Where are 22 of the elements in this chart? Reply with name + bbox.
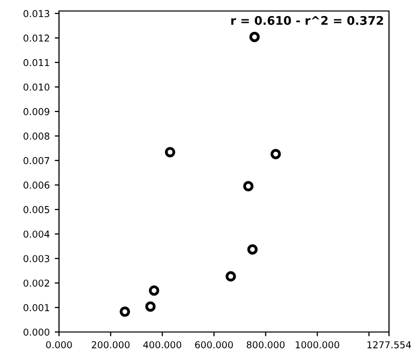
y-tick-label: 0.011	[24, 59, 50, 66]
y-tick-label: 0.007	[24, 157, 50, 164]
x-tick-label: 0.000	[46, 341, 72, 348]
y-tick-label: 0.001	[24, 304, 50, 312]
y-tick-label: 0.003	[24, 255, 50, 262]
y-tick-label: 0.004	[24, 230, 50, 238]
x-tick-label: 1277.554	[368, 341, 411, 348]
y-tick-label: 0.002	[24, 280, 50, 287]
y-tick-label: 0.008	[24, 132, 50, 140]
y-tick-label: 0.013	[24, 10, 50, 18]
x-tick-label: 1000.000	[296, 341, 340, 348]
x-tick-label: 400.000	[143, 341, 182, 348]
y-tick-label: 0.006	[24, 182, 50, 189]
x-tick-label: 600.000	[195, 341, 233, 348]
y-tick-label: 0.005	[24, 206, 50, 214]
x-tick-label: 200.000	[92, 341, 130, 348]
x-tick-label: 800.000	[246, 341, 285, 348]
y-tick-label: 0.010	[24, 84, 50, 91]
y-tick-label: 0.000	[24, 328, 50, 336]
annotation: r = 0.610 - r^2 = 0.372	[231, 16, 384, 25]
y-tick-label: 0.009	[24, 108, 50, 116]
y-tick-label: 0.012	[24, 34, 50, 42]
